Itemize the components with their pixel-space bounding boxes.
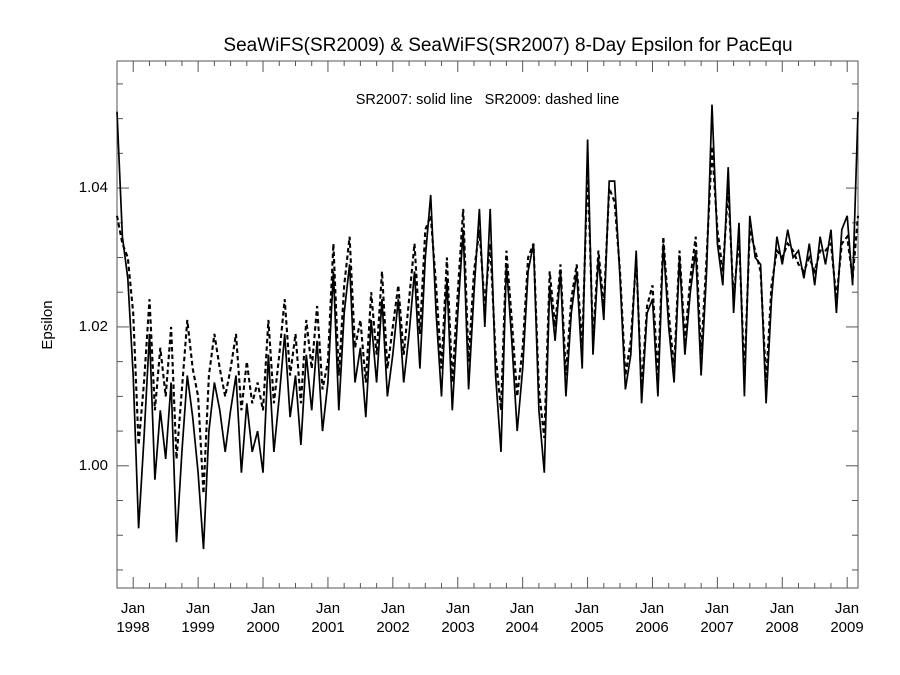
x-tick-month: Jan [445, 600, 471, 617]
y-tick-label-1.04: 1.04 [78, 179, 108, 196]
x-tick-year: 2006 [635, 619, 669, 636]
x-tick-year: 2009 [830, 619, 864, 636]
x-tick-label-2002: Jan 2002 [358, 599, 428, 637]
x-tick-label-1998: Jan 1998 [98, 599, 168, 637]
x-tick-label-2009: Jan 2009 [812, 599, 882, 637]
x-tick-month: Jan [704, 600, 730, 617]
x-tick-year: 2002 [376, 619, 410, 636]
y-tick-label-1.00: 1.00 [78, 457, 108, 474]
y-tick-label-1.02: 1.02 [78, 318, 108, 335]
x-tick-year: 2004 [505, 619, 539, 636]
x-tick-year: 2008 [765, 619, 799, 636]
x-tick-label-2007: Jan 2007 [682, 599, 752, 637]
series-sr2009-line [115, 146, 860, 494]
x-tick-month: Jan [185, 600, 211, 617]
x-tick-label-2001: Jan 2001 [293, 599, 363, 637]
axes-box [116, 60, 859, 589]
x-tick-label-2003: Jan 2003 [423, 599, 493, 637]
x-tick-label-2004: Jan 2004 [487, 599, 557, 637]
x-tick-label-2000: Jan 2000 [228, 599, 298, 637]
x-tick-month: Jan [120, 600, 146, 617]
x-tick-year: 1998 [116, 619, 150, 636]
x-tick-label-1999: Jan 1999 [163, 599, 233, 637]
x-tick-month: Jan [315, 600, 341, 617]
x-tick-year: 2007 [700, 619, 734, 636]
x-tick-label-2006: Jan 2006 [617, 599, 687, 637]
plot-frame [116, 60, 859, 589]
x-tick-month: Jan [769, 600, 795, 617]
chart-title: SeaWiFS(SR2009) & SeaWiFS(SR2007) 8-Day … [223, 35, 793, 56]
x-tick-year: 2003 [441, 619, 475, 636]
x-tick-month: Jan [834, 600, 860, 617]
series-sr2007-line [116, 104, 859, 550]
x-tick-year: 2005 [570, 619, 604, 636]
x-tick-year: 1999 [181, 619, 215, 636]
x-tick-month: Jan [574, 600, 600, 617]
x-tick-month: Jan [509, 600, 535, 617]
x-axis-ticks [116, 61, 848, 588]
x-tick-month: Jan [250, 600, 276, 617]
legend-annotation: SR2007: solid line SR2009: dashed line [355, 92, 620, 108]
x-tick-label-2005: Jan 2005 [552, 599, 622, 637]
x-tick-year: 2000 [246, 619, 280, 636]
x-tick-label-2008: Jan 2008 [747, 599, 817, 637]
x-tick-month: Jan [639, 600, 665, 617]
x-tick-month: Jan [380, 600, 406, 617]
x-tick-year: 2001 [311, 619, 345, 636]
